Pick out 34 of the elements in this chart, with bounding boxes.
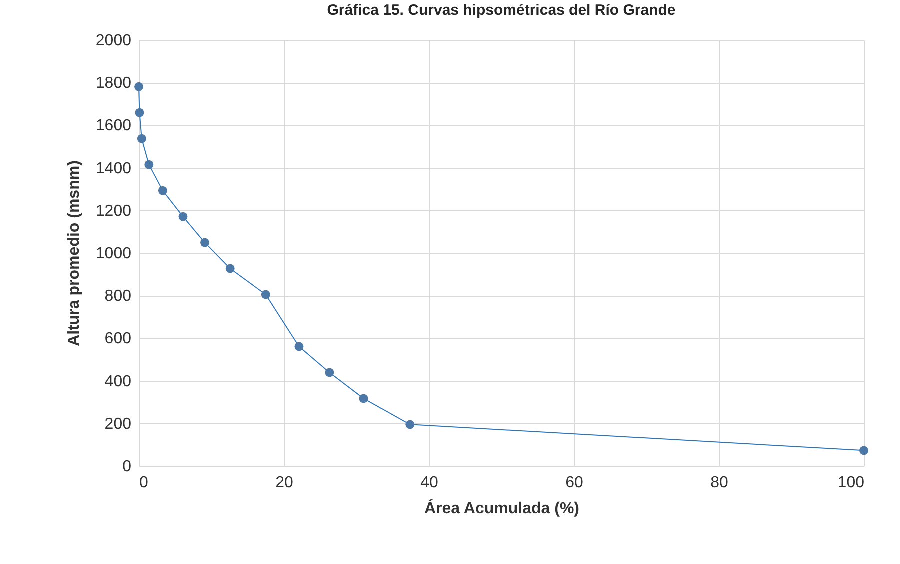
point	[359, 394, 368, 404]
point	[135, 108, 144, 118]
point	[406, 420, 415, 430]
x-tick-label: 40	[420, 474, 438, 492]
point	[261, 290, 270, 300]
point	[158, 186, 168, 196]
point	[325, 368, 334, 378]
x-tick-label: 100	[838, 474, 865, 492]
x-tick-label: 60	[566, 474, 584, 492]
y-axis-title: Altura promedio (msnm)	[66, 160, 83, 346]
y-tick-label: 1600	[96, 118, 132, 135]
y-tick-label: 400	[104, 373, 132, 390]
point	[134, 82, 144, 92]
chart-title: Gráfica 15. Curvas hipsométricas del Río Grande	[327, 2, 676, 19]
x-axis-title: Área Acumulada (%)	[424, 498, 580, 518]
y-tick-label: 1000	[96, 246, 132, 262]
y-tick-label: 0	[122, 458, 132, 476]
point	[137, 134, 146, 144]
y-tick-label: 200	[104, 416, 132, 433]
y-tick-label: 2000	[96, 32, 132, 50]
y-tick-label: 600	[104, 330, 132, 348]
point	[200, 238, 210, 248]
y-tick-label: 800	[104, 288, 132, 306]
x-tick-label: 20	[276, 474, 294, 492]
y-tick-label: 1400	[96, 160, 132, 178]
y-tick-label: 1800	[96, 75, 132, 92]
y-tick-label: 1200	[96, 202, 132, 220]
point	[178, 212, 188, 222]
point	[144, 160, 154, 170]
point	[226, 264, 235, 274]
point	[860, 446, 868, 456]
x-tick-label: 80	[710, 474, 728, 492]
x-tick-label: 0	[140, 474, 148, 492]
point	[294, 342, 304, 352]
